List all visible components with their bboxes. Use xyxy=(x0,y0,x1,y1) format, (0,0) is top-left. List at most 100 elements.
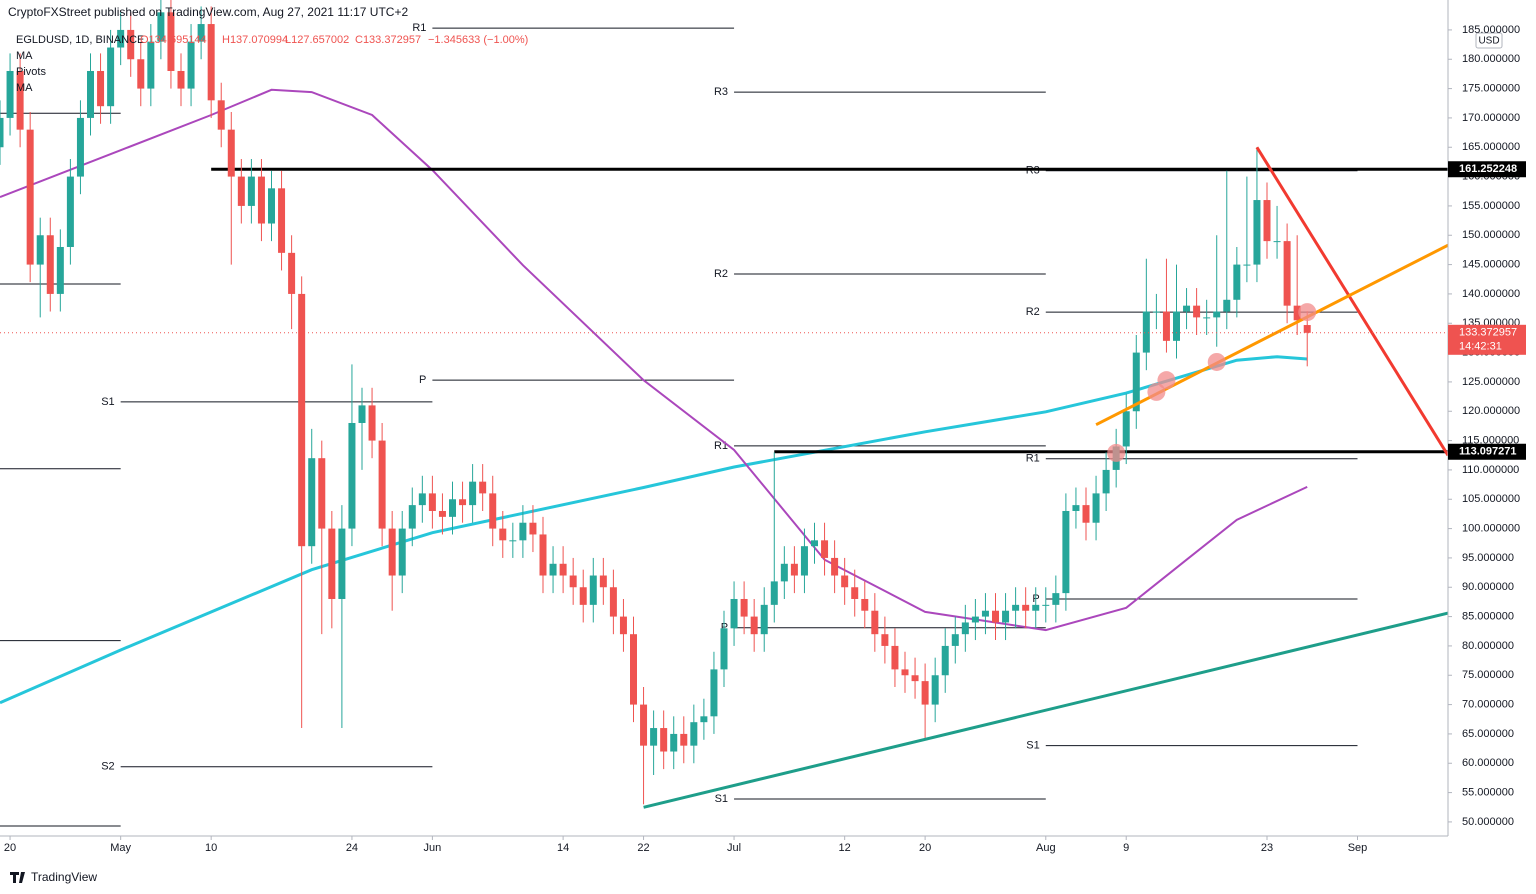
candle-body xyxy=(941,645,949,676)
y-tick-label: 95.000000 xyxy=(1462,552,1514,564)
highlight xyxy=(1207,352,1226,371)
candle-body xyxy=(871,610,879,635)
candle-body xyxy=(368,405,376,441)
candle-body xyxy=(97,70,105,107)
x-tick-label: 20 xyxy=(919,842,931,854)
candle-body xyxy=(56,246,64,294)
candle-body xyxy=(760,604,768,635)
candle-body xyxy=(6,70,14,118)
x-tick-label: Jul xyxy=(727,842,741,854)
candle-body xyxy=(1072,505,1080,511)
candle-body xyxy=(1032,604,1040,611)
pivot-label: R1 xyxy=(714,440,728,452)
candle-body xyxy=(137,59,145,89)
candle-body xyxy=(549,563,557,576)
candle-body xyxy=(358,405,366,423)
candle-body xyxy=(831,557,839,576)
candle-body xyxy=(650,728,658,746)
candle-body xyxy=(1082,505,1090,523)
candle-body xyxy=(1273,241,1281,243)
highlight xyxy=(1298,303,1317,322)
candle-body xyxy=(1253,200,1261,265)
pivot-label: R1 xyxy=(1026,453,1040,465)
candle-body xyxy=(710,669,718,717)
candle-body xyxy=(780,563,788,582)
candle-body xyxy=(217,100,225,130)
x-tick-label: May xyxy=(110,842,131,854)
candle-body xyxy=(1042,604,1050,606)
y-tick-label: 165.000000 xyxy=(1462,141,1520,153)
candle-body xyxy=(730,598,738,629)
x-tick-label: 9 xyxy=(1123,842,1129,854)
pivot-label: R2 xyxy=(1026,306,1040,318)
ohlc: L127.657002 xyxy=(285,34,349,46)
candle-body xyxy=(1132,352,1140,412)
candle-body xyxy=(901,669,909,676)
y-tick-label: 150.000000 xyxy=(1462,229,1520,241)
moving-average xyxy=(0,355,1308,705)
candle-body xyxy=(479,481,487,494)
level-label: 161.252248 xyxy=(1459,163,1517,175)
candle-body xyxy=(670,733,678,752)
candle-body xyxy=(891,645,899,670)
candle-body xyxy=(680,733,688,746)
y-tick-label: 100.000000 xyxy=(1462,522,1520,534)
candle-body xyxy=(147,41,155,89)
y-tick-label: 90.000000 xyxy=(1462,581,1514,593)
candle-body xyxy=(167,12,175,71)
x-tick-label: 22 xyxy=(637,842,649,854)
candle-body xyxy=(0,117,4,148)
candle-body xyxy=(700,716,708,723)
x-tick-label: 24 xyxy=(346,842,358,854)
candle-body xyxy=(539,534,547,576)
last-price-label: 133.372957 xyxy=(1459,327,1517,339)
candle-body xyxy=(1203,317,1211,319)
candle-body xyxy=(559,563,567,576)
pivot-label: P xyxy=(419,374,426,386)
candle-body xyxy=(1092,493,1100,523)
candle-body xyxy=(46,235,54,294)
candle-body xyxy=(1162,311,1170,341)
ohlc: −1.345633 (−1.00%) xyxy=(428,34,528,46)
y-tick-label: 60.000000 xyxy=(1462,757,1514,769)
candle-body xyxy=(449,499,456,517)
y-tick-label: 50.000000 xyxy=(1462,816,1514,828)
publisher: CryptoFXStreet published on TradingView.… xyxy=(8,5,408,19)
legend-entry: MA xyxy=(16,82,33,94)
y-tick-label: 120.000000 xyxy=(1462,405,1520,417)
y-tick-label: 55.000000 xyxy=(1462,786,1514,798)
last-price-tag xyxy=(1448,324,1526,355)
candle-body xyxy=(66,176,74,247)
legend-entry: MA xyxy=(16,50,33,62)
pivot-label: S1 xyxy=(1026,740,1039,752)
candle-body xyxy=(227,129,235,177)
y-tick-label: 115.000000 xyxy=(1462,434,1519,446)
x-tick-label: 14 xyxy=(557,842,569,854)
candle-body xyxy=(1173,311,1180,341)
candle-body xyxy=(1012,604,1020,611)
ohlc: H137.070994 xyxy=(222,34,288,46)
ohlc: C133.372957 xyxy=(355,34,421,46)
candle-body xyxy=(438,510,446,517)
candle-body xyxy=(1283,241,1291,306)
candle-body xyxy=(1293,305,1301,321)
candle-body xyxy=(318,458,326,529)
candle-body xyxy=(247,176,255,206)
candle-body xyxy=(800,546,808,576)
candle-body xyxy=(619,616,627,635)
candle-body xyxy=(981,610,989,617)
candle-body xyxy=(76,117,84,177)
pivot-label: R1 xyxy=(412,22,426,34)
pivot-label: R2 xyxy=(714,268,728,280)
candle-body xyxy=(1263,200,1271,242)
candle-body xyxy=(1022,604,1030,611)
candle-body xyxy=(388,528,396,576)
highlight xyxy=(1147,382,1166,401)
candle-body xyxy=(841,575,849,588)
legend-entry: Pivots xyxy=(16,66,46,78)
candle-body xyxy=(1303,325,1311,333)
x-tick-label: 20 xyxy=(4,842,16,854)
level-tag xyxy=(1448,161,1526,178)
candle-body xyxy=(328,528,336,599)
candle-body xyxy=(630,634,637,705)
